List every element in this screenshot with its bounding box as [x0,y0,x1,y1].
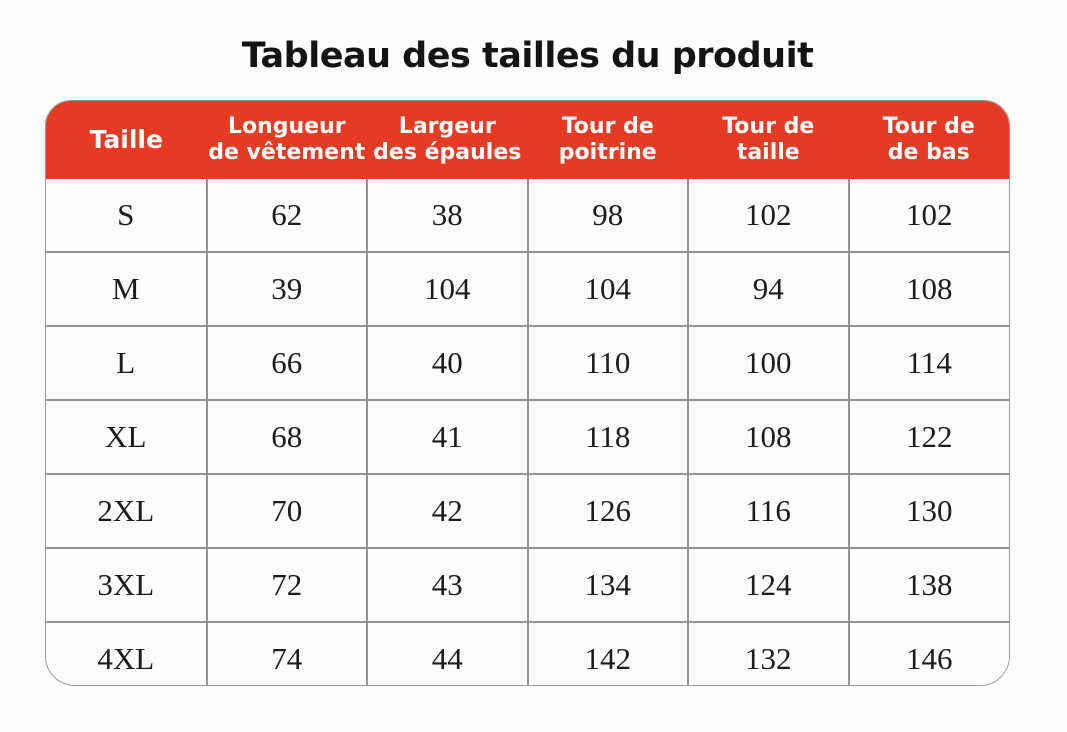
measurement-cell: 118 [526,399,689,475]
table-row-m: M 39 104 104 94 108 [46,251,1009,327]
measurement-cell: 68 [205,399,368,475]
measurement-cell: 41 [366,399,529,475]
measurement-cell: 39 [205,251,368,327]
size-table-header: Taille Longueur de vêtement Largeur des … [46,101,1009,179]
measurement-cell: 130 [847,473,1009,549]
measurement-cell: 62 [205,179,368,253]
measurement-cell: 104 [366,251,529,327]
size-label: S [46,179,208,253]
measurement-cell: 72 [205,547,368,623]
col-header-taille: Taille [46,101,207,179]
measurement-cell: 108 [687,399,850,475]
measurement-cell: 38 [366,179,529,253]
measurement-cell: 138 [847,547,1009,623]
measurement-cell: 98 [526,179,689,253]
col-header-longueur-vetement: Longueur de vêtement [206,101,367,179]
size-label: XL [46,399,208,475]
size-label: M [46,251,208,327]
col-header-tour-bas: Tour de de bas [848,101,1009,179]
measurement-cell: 110 [526,325,689,401]
table-row-4xl: 4XL 74 44 142 132 146 [46,621,1009,685]
measurement-cell: 94 [687,251,850,327]
measurement-cell: 40 [366,325,529,401]
measurement-cell: 102 [847,179,1009,253]
measurement-cell: 146 [847,621,1009,685]
measurement-cell: 132 [687,621,850,685]
table-row-2xl: 2XL 70 42 126 116 130 [46,473,1009,549]
measurement-cell: 104 [526,251,689,327]
table-row-s: S 62 38 98 102 102 [46,179,1009,253]
header-row: Taille Longueur de vêtement Largeur des … [46,101,1009,179]
measurement-cell: 124 [687,547,850,623]
measurement-cell: 114 [847,325,1009,401]
table-row-xl: XL 68 41 118 108 122 [46,399,1009,475]
page-title: Tableau des tailles du produit [241,36,814,76]
col-header-largeur-epaules: Largeur des épaules [367,101,528,179]
size-label: 4XL [46,621,208,685]
measurement-cell: 43 [366,547,529,623]
size-label: 2XL [46,473,208,549]
measurement-cell: 74 [205,621,368,685]
measurement-cell: 116 [687,473,850,549]
col-header-tour-poitrine: Tour de poitrine [527,101,688,179]
col-header-tour-taille: Tour de taille [688,101,849,179]
table-row-l: L 66 40 110 100 114 [46,325,1009,401]
measurement-cell: 66 [205,325,368,401]
measurement-cell: 70 [205,473,368,549]
measurement-cell: 108 [847,251,1009,327]
measurement-cell: 134 [526,547,689,623]
measurement-cell: 44 [366,621,529,685]
measurement-cell: 42 [366,473,529,549]
size-table-container: Taille Longueur de vêtement Largeur des … [45,100,1010,686]
measurement-cell: 142 [526,621,689,685]
measurement-cell: 122 [847,399,1009,475]
measurement-cell: 100 [687,325,850,401]
measurement-cell: 126 [526,473,689,549]
size-table: Taille Longueur de vêtement Largeur des … [46,101,1009,685]
size-label: 3XL [46,547,208,623]
measurement-cell: 102 [687,179,850,253]
table-row-3xl: 3XL 72 43 134 124 138 [46,547,1009,623]
size-table-body: S 62 38 98 102 102 M 39 104 104 94 108 L [46,179,1009,685]
size-label: L [46,325,208,401]
